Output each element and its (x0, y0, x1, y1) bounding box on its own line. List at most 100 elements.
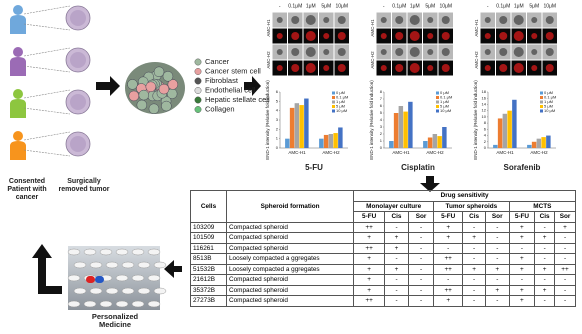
bar (338, 127, 343, 148)
legend-label: 0.1 μM (336, 95, 348, 100)
chart-title: Sorafenib (504, 163, 541, 172)
legend-label: 0 μM (336, 90, 345, 95)
table-cell: - (462, 284, 486, 296)
micrograph-row-label: AMC-H1 (266, 19, 271, 37)
y-tick-label: 1 (380, 138, 383, 143)
micrograph-row-label: AMC-H2 (474, 51, 479, 69)
table-cell: Drug sensitivity (353, 190, 576, 202)
person-body (10, 99, 26, 118)
pill (147, 274, 161, 282)
table-row: Cells Spheroid formation Drug sensitivity (190, 190, 576, 223)
pill (147, 248, 161, 256)
pill (131, 300, 145, 308)
table-cell: + (508, 263, 536, 275)
table-row: 51532B Loosely compacted a ggregates + + - ++… (190, 263, 576, 275)
legend-label: 10 μM (336, 108, 347, 113)
table-cell: - (484, 232, 510, 244)
bar (497, 118, 503, 148)
legend-label: 0 μM (440, 90, 449, 95)
y-tick-label: 10 (482, 114, 487, 119)
table-cell: Compacted spheroid (225, 232, 355, 244)
legend-label: 0 μM (544, 90, 553, 95)
spheroid-image (545, 48, 554, 56)
table-cell: - (407, 242, 435, 254)
table-cell: + (433, 295, 464, 307)
bar (546, 135, 551, 148)
bar (389, 141, 394, 148)
pill (73, 261, 87, 269)
table-cell: + (353, 253, 386, 265)
table-cell: Monolayer culture (353, 200, 435, 212)
pill (121, 287, 135, 295)
spheroid-image (276, 49, 283, 55)
micrograph-column-label: - (383, 3, 385, 9)
legend-label: 5 μM (440, 104, 449, 109)
pill (147, 300, 161, 308)
table-cell: - (484, 274, 510, 286)
spheroid-image (305, 31, 316, 41)
person-body (10, 15, 26, 34)
table-cell: ++ (433, 284, 464, 296)
legend-label: 5 μM (336, 104, 345, 109)
legend-label: 5 μM (544, 104, 553, 109)
table-cell: - (508, 242, 536, 254)
y-tick-label: 0 (380, 145, 383, 150)
spheroid-image (305, 47, 316, 57)
cell-legend-icon (194, 96, 202, 104)
tissue-core (70, 136, 86, 152)
micrograph-row-label: AMC-H1 (474, 19, 479, 37)
y-tick-label: 2 (380, 131, 383, 136)
cell (145, 81, 157, 93)
x-tick-label: AMC-H2 (426, 150, 444, 155)
table-cell: 116261 (190, 242, 227, 254)
legend-swatch (436, 105, 439, 108)
spheroid-image (395, 16, 404, 24)
legend-swatch (540, 91, 543, 95)
sensitivity-table: Cells Spheroid formation Drug sensitivity M… (190, 190, 577, 307)
spheroid-image (380, 33, 387, 39)
capsule-blue (95, 276, 104, 283)
bar (393, 113, 399, 148)
table-cell: Cells (190, 190, 227, 223)
y-axis-label: END-1 intensity (Relative fold induction… (265, 80, 270, 160)
spheroid-image (291, 48, 300, 56)
pill (99, 248, 113, 256)
bar (328, 134, 334, 148)
bar (398, 106, 404, 148)
y-tick-label: 16 (482, 95, 487, 100)
legend-swatch (332, 91, 335, 95)
guide-line (23, 131, 71, 141)
cell-legend-icon (194, 87, 202, 94)
legend-swatch (436, 96, 439, 99)
y-tick-label: 14 (482, 102, 487, 107)
bar (323, 134, 329, 148)
table-cell: Tumor spheroids (433, 200, 510, 212)
table-cell: Cis (534, 211, 556, 223)
spheroid-image (337, 64, 346, 72)
legend-swatch (332, 109, 335, 113)
table-cell: Sor (484, 211, 510, 223)
chart-title: 5-FU (305, 163, 323, 172)
micrograph-row-label: AMC-H2 (370, 51, 375, 69)
bar (289, 107, 295, 148)
bar (432, 134, 438, 148)
spheroid-image (395, 32, 404, 40)
legend-swatch (540, 100, 543, 104)
spheroid-image (427, 17, 434, 23)
bar (403, 111, 408, 148)
pill (67, 248, 81, 256)
table-cell: - (407, 274, 435, 286)
spheroid-image (499, 64, 508, 72)
spheroid-image (291, 16, 300, 24)
table-cell: - (407, 253, 435, 265)
table-row: 116261 Compacted spheroid ++ + - - - - - - - (190, 242, 576, 254)
bar (333, 133, 338, 148)
table-cell: - (508, 274, 536, 286)
table-cell: + (384, 263, 409, 275)
table-cell: + (508, 253, 536, 265)
spheroid-image (337, 32, 346, 40)
guide-line (23, 65, 71, 73)
bar (541, 137, 546, 148)
y-tick-label: 18 (482, 89, 487, 94)
guide-line (23, 5, 71, 15)
